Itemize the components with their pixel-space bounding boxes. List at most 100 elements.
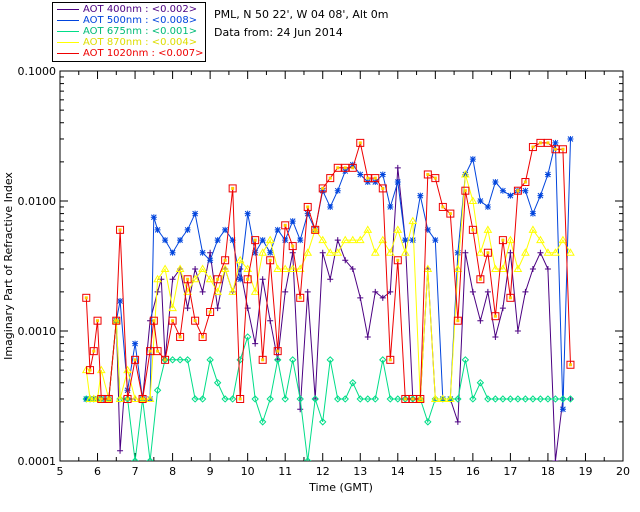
data-point xyxy=(341,163,350,172)
data-point xyxy=(221,256,230,265)
data-point-fill xyxy=(186,277,190,281)
data-point xyxy=(386,355,395,364)
data-point xyxy=(288,264,298,272)
data-point xyxy=(408,394,417,403)
data-point xyxy=(507,192,514,199)
data-point-fill xyxy=(426,172,430,176)
data-point xyxy=(341,395,349,403)
data-point xyxy=(296,293,305,302)
data-point xyxy=(484,203,491,210)
legend-entry: AOT 500nm : <0.008> xyxy=(57,15,197,27)
data-point xyxy=(453,316,462,325)
data-point xyxy=(123,394,132,403)
data-point xyxy=(86,366,95,375)
data-point xyxy=(327,203,334,210)
data-point xyxy=(252,249,259,256)
data-point xyxy=(319,418,327,426)
data-point xyxy=(274,226,281,233)
series-line xyxy=(86,320,571,461)
data-point xyxy=(169,249,176,256)
data-point xyxy=(506,395,515,403)
data-point-fill xyxy=(126,397,130,401)
data-point xyxy=(498,236,507,245)
data-point xyxy=(544,171,551,178)
data-point xyxy=(273,347,282,356)
data-point xyxy=(393,225,403,233)
data-point xyxy=(529,210,536,217)
data-point xyxy=(146,347,155,356)
data-point xyxy=(303,248,313,256)
data-point-fill xyxy=(546,141,550,145)
x-tick-label: 20 xyxy=(616,465,630,478)
data-point xyxy=(551,395,560,403)
data-point xyxy=(213,379,222,387)
data-point xyxy=(183,356,192,364)
data-point xyxy=(228,287,238,295)
data-point-fill xyxy=(478,277,482,281)
data-point xyxy=(430,394,440,402)
data-point xyxy=(190,274,200,283)
data-point-fill xyxy=(366,176,370,180)
data-point xyxy=(207,257,214,264)
data-point xyxy=(371,395,379,403)
data-point-fill xyxy=(373,176,377,180)
data-point xyxy=(138,394,147,403)
data-point xyxy=(318,184,327,193)
data-point xyxy=(423,264,433,272)
data-point xyxy=(198,395,207,403)
data-point-fill xyxy=(141,397,145,401)
data-point xyxy=(364,333,371,340)
data-point xyxy=(289,218,296,225)
x-tick-label: 10 xyxy=(241,465,255,478)
data-point-fill xyxy=(388,358,392,362)
data-point xyxy=(423,170,432,179)
data-point xyxy=(521,178,530,187)
data-point xyxy=(394,164,401,171)
data-point-fill xyxy=(441,205,445,209)
data-point xyxy=(462,249,469,256)
data-point xyxy=(506,293,515,302)
data-point xyxy=(408,216,418,225)
data-point xyxy=(333,163,342,172)
data-point-fill xyxy=(381,186,385,190)
data-point xyxy=(385,248,395,256)
data-point-fill xyxy=(306,205,310,209)
data-point xyxy=(191,395,199,403)
series-group xyxy=(81,169,575,402)
data-point xyxy=(491,312,500,321)
data-point xyxy=(357,171,364,178)
data-point xyxy=(222,226,229,233)
x-tick-label: 18 xyxy=(541,465,555,478)
data-point xyxy=(552,139,559,146)
legend-label: AOT 500nm : <0.008> xyxy=(83,15,198,26)
data-point-fill xyxy=(133,358,137,362)
data-point-fill xyxy=(156,349,160,353)
data-point-fill xyxy=(216,277,220,281)
data-point xyxy=(132,340,139,347)
data-point xyxy=(349,265,356,272)
data-point-fill xyxy=(201,335,205,339)
data-point-fill xyxy=(313,228,317,232)
data-point xyxy=(342,257,349,264)
data-point xyxy=(237,276,244,283)
data-point xyxy=(104,394,113,403)
data-point-fill xyxy=(283,223,287,227)
data-point xyxy=(468,225,477,234)
data-point-fill xyxy=(291,244,295,248)
data-point xyxy=(183,275,192,284)
data-point xyxy=(536,235,545,244)
data-point xyxy=(356,138,365,147)
data-point xyxy=(304,457,312,461)
data-point xyxy=(207,249,214,256)
series-group xyxy=(82,138,575,403)
data-point xyxy=(327,276,334,283)
data-point xyxy=(424,226,431,233)
data-point xyxy=(438,202,447,211)
series-line xyxy=(85,174,571,400)
data-point xyxy=(476,275,485,284)
legend: AOT 400nm : <0.002> AOT 500nm : <0.008> … xyxy=(52,2,206,62)
data-point xyxy=(559,406,566,413)
data-point xyxy=(431,174,440,183)
data-point xyxy=(236,356,244,364)
data-point-fill xyxy=(171,319,175,323)
